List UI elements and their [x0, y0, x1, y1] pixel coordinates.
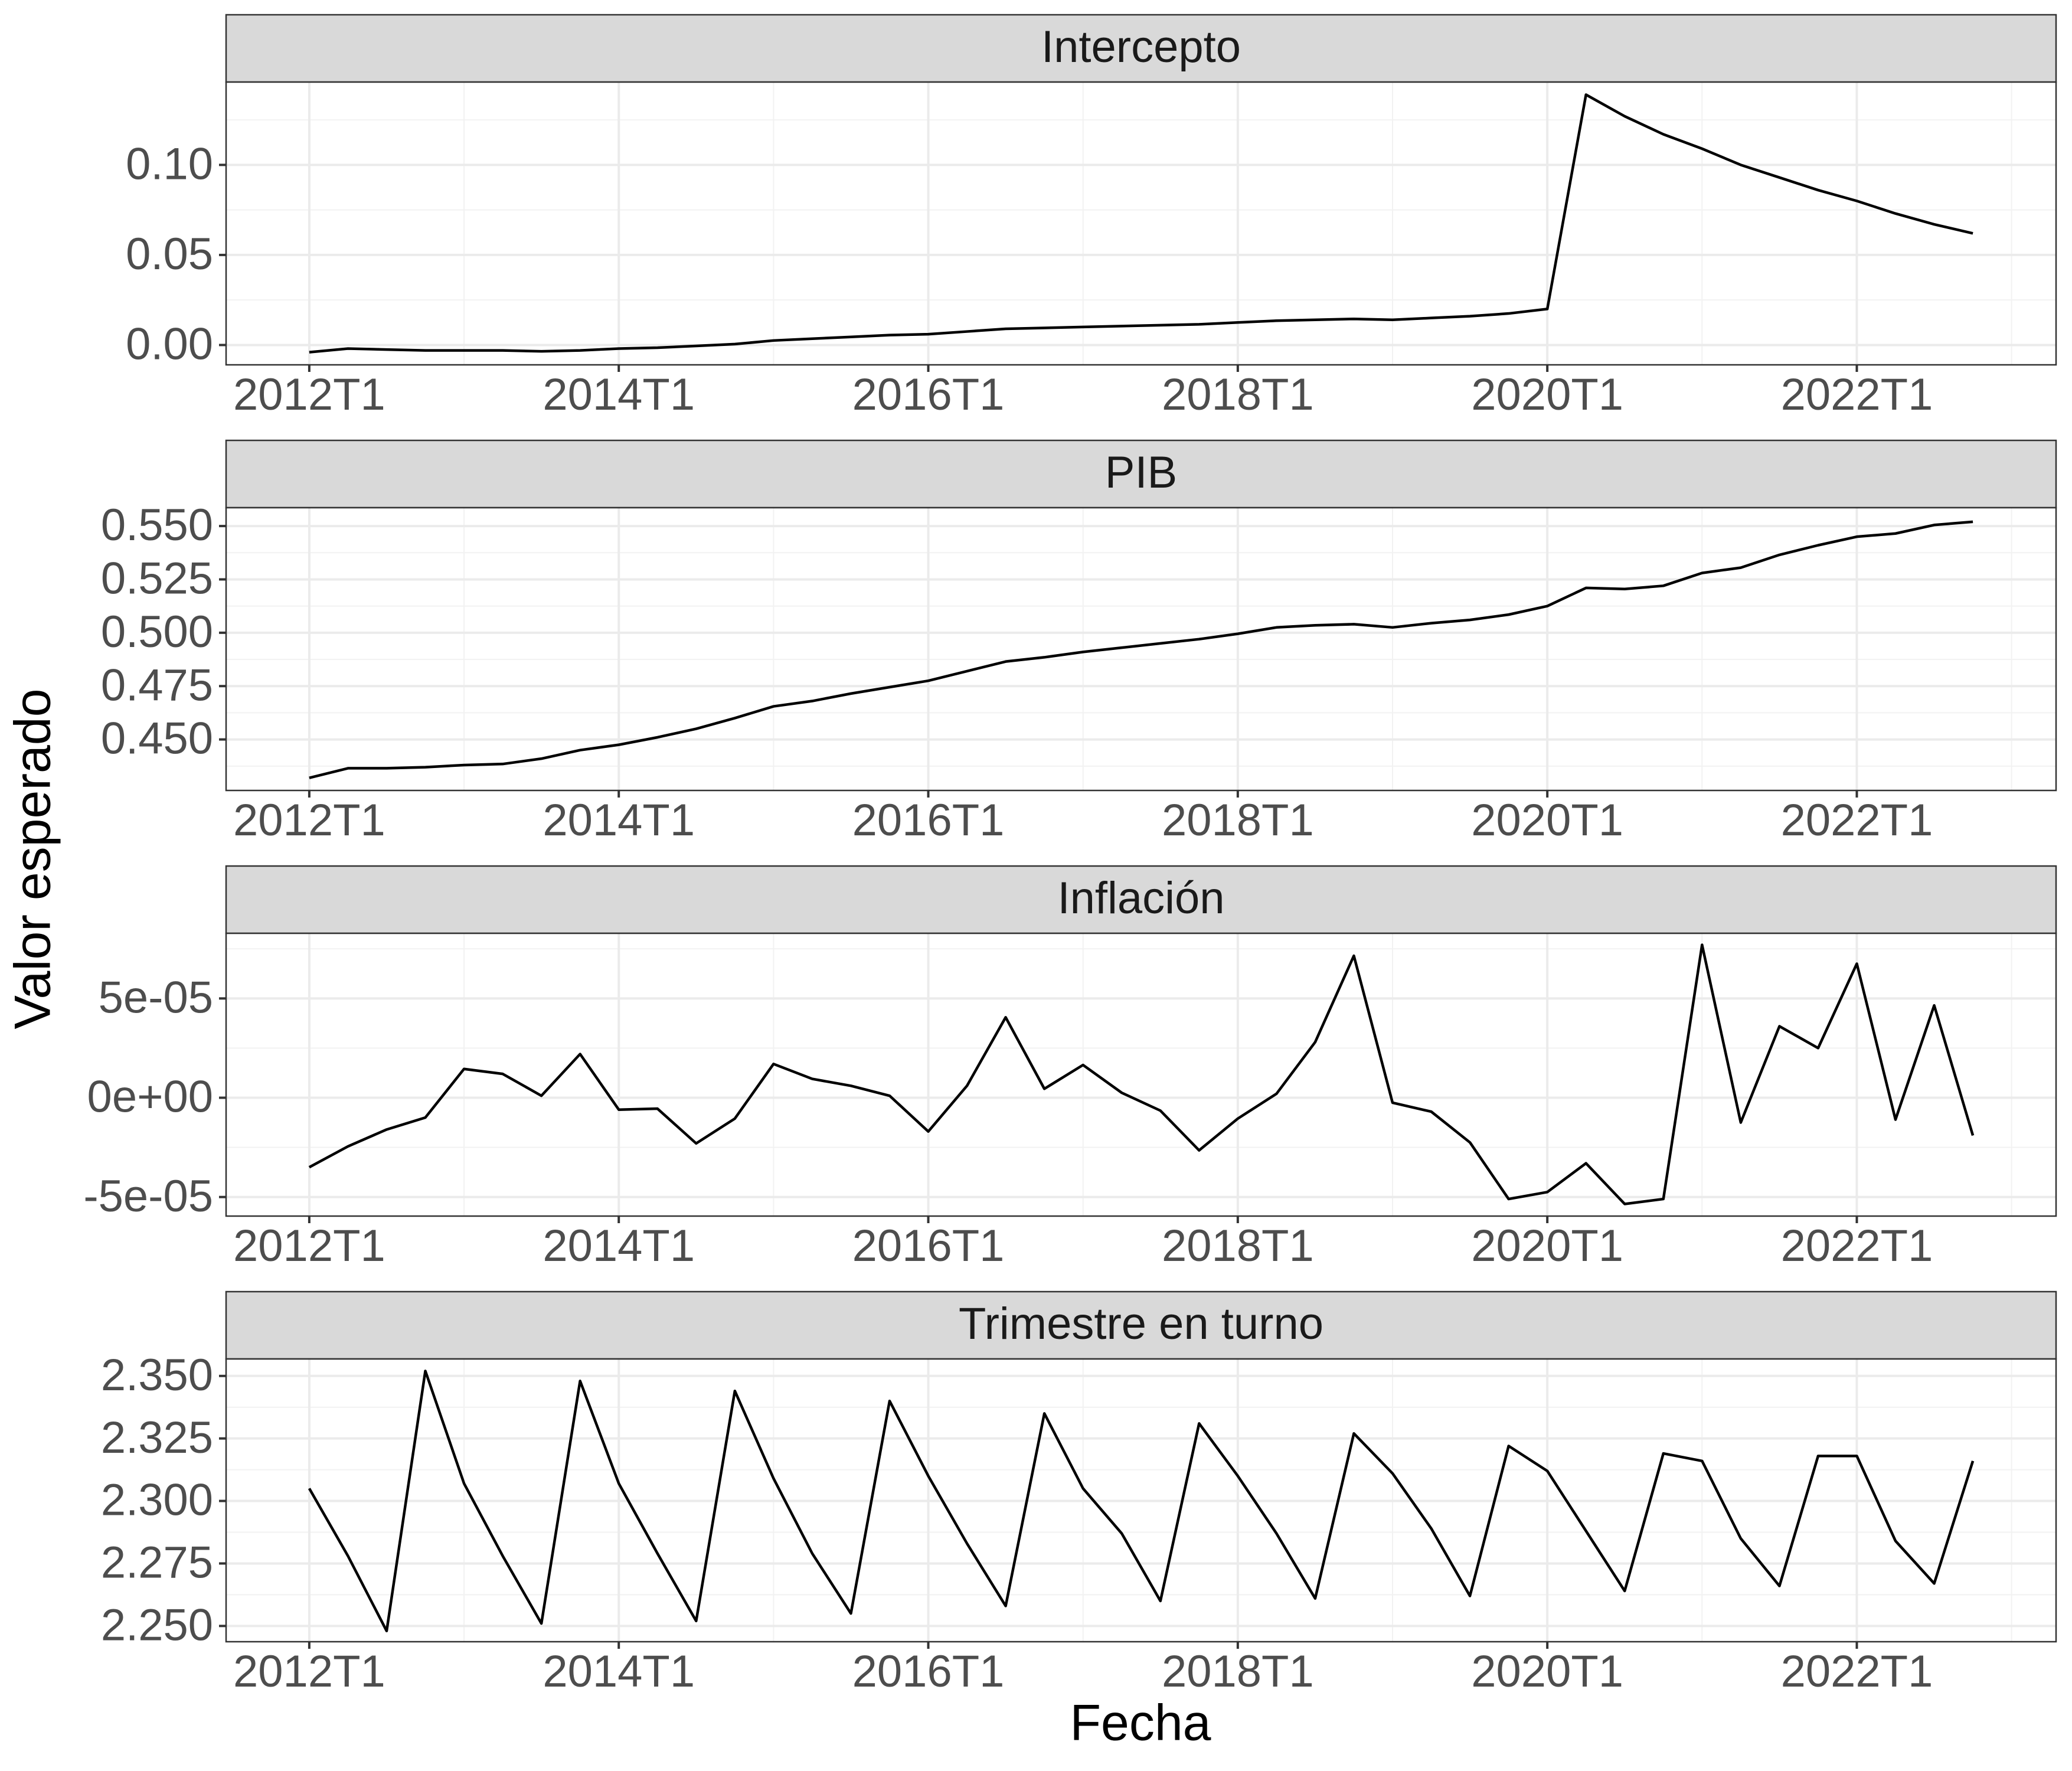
- panel-border: [225, 1358, 2057, 1643]
- x-axis-title: Fecha: [1070, 1695, 1211, 1752]
- x-tick-label: 2014T1: [542, 1221, 695, 1271]
- x-tick-label: 2016T1: [852, 1646, 1005, 1697]
- data-line: [309, 93, 1973, 354]
- x-tick-label: 2022T1: [1781, 795, 1933, 845]
- strip: [225, 439, 2057, 509]
- x-tick-label: 2016T1: [852, 370, 1005, 420]
- y-tick-label: 0.525: [101, 554, 213, 604]
- x-tick-label: 2020T1: [1471, 1646, 1623, 1697]
- data-line: [309, 520, 1973, 779]
- x-tick-label: 2020T1: [1471, 370, 1623, 420]
- x-tick-label: 2018T1: [1162, 1646, 1314, 1697]
- x-tick-label: 2014T1: [542, 1646, 695, 1697]
- y-tick-label: 5e-05: [99, 972, 213, 1022]
- y-tick-label: 0.550: [101, 500, 213, 550]
- y-tick-label: 2.250: [101, 1600, 213, 1650]
- x-tick-label: 2014T1: [542, 370, 695, 420]
- x-tick-label: 2022T1: [1781, 1221, 1933, 1271]
- y-tick-label: 0.05: [126, 229, 213, 279]
- panel-border: [225, 507, 2057, 792]
- x-tick-label: 2022T1: [1781, 370, 1933, 420]
- y-tick-label: 0.450: [101, 714, 213, 764]
- x-tick-label: 2020T1: [1471, 795, 1623, 845]
- y-tick-label: 2.300: [101, 1475, 213, 1525]
- x-tick-label: 2016T1: [852, 795, 1005, 845]
- y-tick-label: -5e-05: [83, 1171, 213, 1221]
- y-tick-label: 2.325: [101, 1413, 213, 1463]
- x-tick-label: 2012T1: [233, 370, 385, 420]
- y-tick-label: 0.00: [126, 319, 213, 370]
- strip: [225, 1290, 2057, 1360]
- y-tick-label: 0.475: [101, 660, 213, 710]
- x-tick-label: 2012T1: [233, 795, 385, 845]
- panel-border: [225, 932, 2057, 1217]
- y-tick-label: 0e+00: [87, 1072, 213, 1122]
- strip-title: Trimestre en turno: [959, 1299, 1323, 1349]
- panel: [226, 82, 2056, 365]
- y-tick-label: 2.275: [101, 1538, 213, 1588]
- x-tick-label: 2012T1: [233, 1221, 385, 1271]
- y-axis-title: Valor esperado: [5, 689, 61, 1030]
- strip: [225, 14, 2057, 83]
- strip-title: PIB: [1105, 447, 1178, 498]
- x-tick-label: 2018T1: [1162, 370, 1314, 420]
- x-tick-label: 2020T1: [1471, 1221, 1623, 1271]
- y-tick-label: 0.10: [126, 139, 213, 189]
- x-tick-label: 2014T1: [542, 795, 695, 845]
- strip-title: Intercepto: [1041, 22, 1241, 72]
- panel: [226, 508, 2056, 790]
- panel-border: [225, 81, 2057, 366]
- strip-title: Inflación: [1057, 873, 1224, 923]
- x-tick-label: 2018T1: [1162, 795, 1314, 845]
- data-line: [308, 943, 1975, 1205]
- panel: [226, 933, 2056, 1216]
- data-line: [308, 1370, 1975, 1633]
- y-tick-label: 2.350: [101, 1350, 213, 1400]
- x-tick-label: 2012T1: [233, 1646, 385, 1697]
- x-tick-label: 2018T1: [1162, 1221, 1314, 1271]
- x-tick-label: 2022T1: [1781, 1646, 1933, 1697]
- y-tick-label: 0.500: [101, 607, 213, 657]
- x-tick-label: 2016T1: [852, 1221, 1005, 1271]
- strip: [225, 865, 2057, 934]
